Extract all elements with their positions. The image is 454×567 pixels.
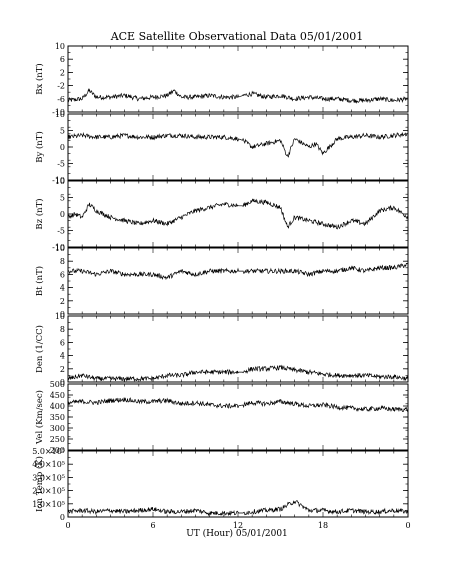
y-tick-label: 4 [60,284,65,293]
y-tick-label: 6 [60,338,65,347]
y-tick-label: 8 [60,257,65,266]
series-line-temp [67,500,409,517]
y-tick-label: 3.0×10⁵ [32,473,65,482]
y-tick-label: 500 [50,380,65,389]
y-tick-label: -5 [57,227,65,236]
y-tick-label: 400 [50,402,65,411]
series-line-vel [67,397,409,413]
y-axis-label-temp: Ion Temp (K) [34,456,45,512]
y-tick-label: 10 [55,312,65,321]
y-tick-label: -10 [52,108,65,117]
y-tick-label: 0 [60,378,65,387]
y-tick-label: 2 [60,365,65,374]
panel-temp: 5.0×10⁵ 4.0×10⁵ 3.0×10⁵ 2.0×10⁵ 1.0×10⁵ 0 Ion … [32,447,409,522]
y-axis-label-den: Den (1/CC) [34,325,45,373]
y-axis-label-bz: Bz (nT) [34,198,45,229]
y-tick-label: 10 [55,42,65,51]
y-tick-label: 10 [55,177,65,186]
panel-bx: 10 6 2 -2 -6 -10 Bx (nT) [34,42,409,117]
x-axis-label: UT (Hour) 05/01/2001 [186,528,288,539]
y-tick-label: 2 [60,297,65,306]
y-tick-label: 250 [50,435,65,444]
y-tick-label: -6 [57,95,65,104]
y-axis-label-vel: Vel (Km/sec) [34,390,45,445]
panel-bt: 10 8 6 4 2 0 Bt (nT) [34,244,409,319]
y-tick-label: 1.0×10⁵ [32,500,65,509]
y-tick-label: 5 [60,194,65,203]
panel-frame-temp [67,450,409,518]
y-tick-label: 300 [50,424,65,433]
y-tick-label: 4.0×10⁵ [32,460,65,469]
chart-title: ACE Satellite Observational Data 05/01/2… [110,30,364,43]
panel-den: 10 8 6 4 2 0 Den (1/CC) [34,312,409,387]
y-axis-label-by: By (nT) [34,131,45,163]
y-axis-label-bx: Bx (nT) [34,63,45,95]
y-tick-label: 0 [60,513,65,522]
panel-by: 10 5 0 -5 -10 By (nT) [34,110,409,185]
y-tick-label: 8 [60,325,65,334]
panel-frame-bz [67,180,409,248]
y-tick-label: 2.0×10⁵ [32,487,65,496]
x-tick-label: 18 [318,521,328,530]
x-tick-label: 0 [405,521,410,530]
y-tick-label: -5 [57,160,65,169]
y-tick-label: -2 [57,82,65,91]
y-axis-label-bt: Bt (nT) [34,266,45,296]
y-tick-label: 2 [60,68,65,77]
y-tick-label: 0 [60,210,65,219]
y-tick-label: -10 [52,243,65,252]
panel-vel: 500 450 400 350 300 250 200 Vel (Km/sec) [34,380,409,455]
y-tick-label: 350 [50,413,65,422]
y-tick-label: 10 [55,110,65,119]
y-tick-label: 0 [60,310,65,319]
series-line-den [67,364,409,382]
x-tick-label: 6 [150,521,155,530]
panel-frame-bx [67,45,409,113]
series-line-by [67,131,409,158]
y-tick-label: -10 [52,176,65,185]
x-tick-label: 12 [233,521,243,530]
panel-frame-bt [67,247,409,315]
y-tick-label: 10 [55,244,65,253]
y-tick-label: 5.0×10⁵ [32,447,65,456]
x-tick-label: 0 [65,521,70,530]
panel-bz: 10 5 0 -5 -10 Bz (nT) [34,177,409,252]
y-tick-label: 200 [50,446,65,455]
y-tick-label: 5 [60,127,65,136]
y-tick-label: 6 [60,270,65,279]
y-tick-label: 4 [60,352,65,361]
series-line-bz [67,198,409,230]
series-line-bx [67,88,409,104]
series-line-bt [68,262,409,281]
panel-frame-by [67,113,409,181]
y-tick-label: 6 [60,55,65,64]
y-tick-label: 450 [50,391,65,400]
panel-frame-vel [67,383,409,451]
y-tick-label: 0 [60,143,65,152]
